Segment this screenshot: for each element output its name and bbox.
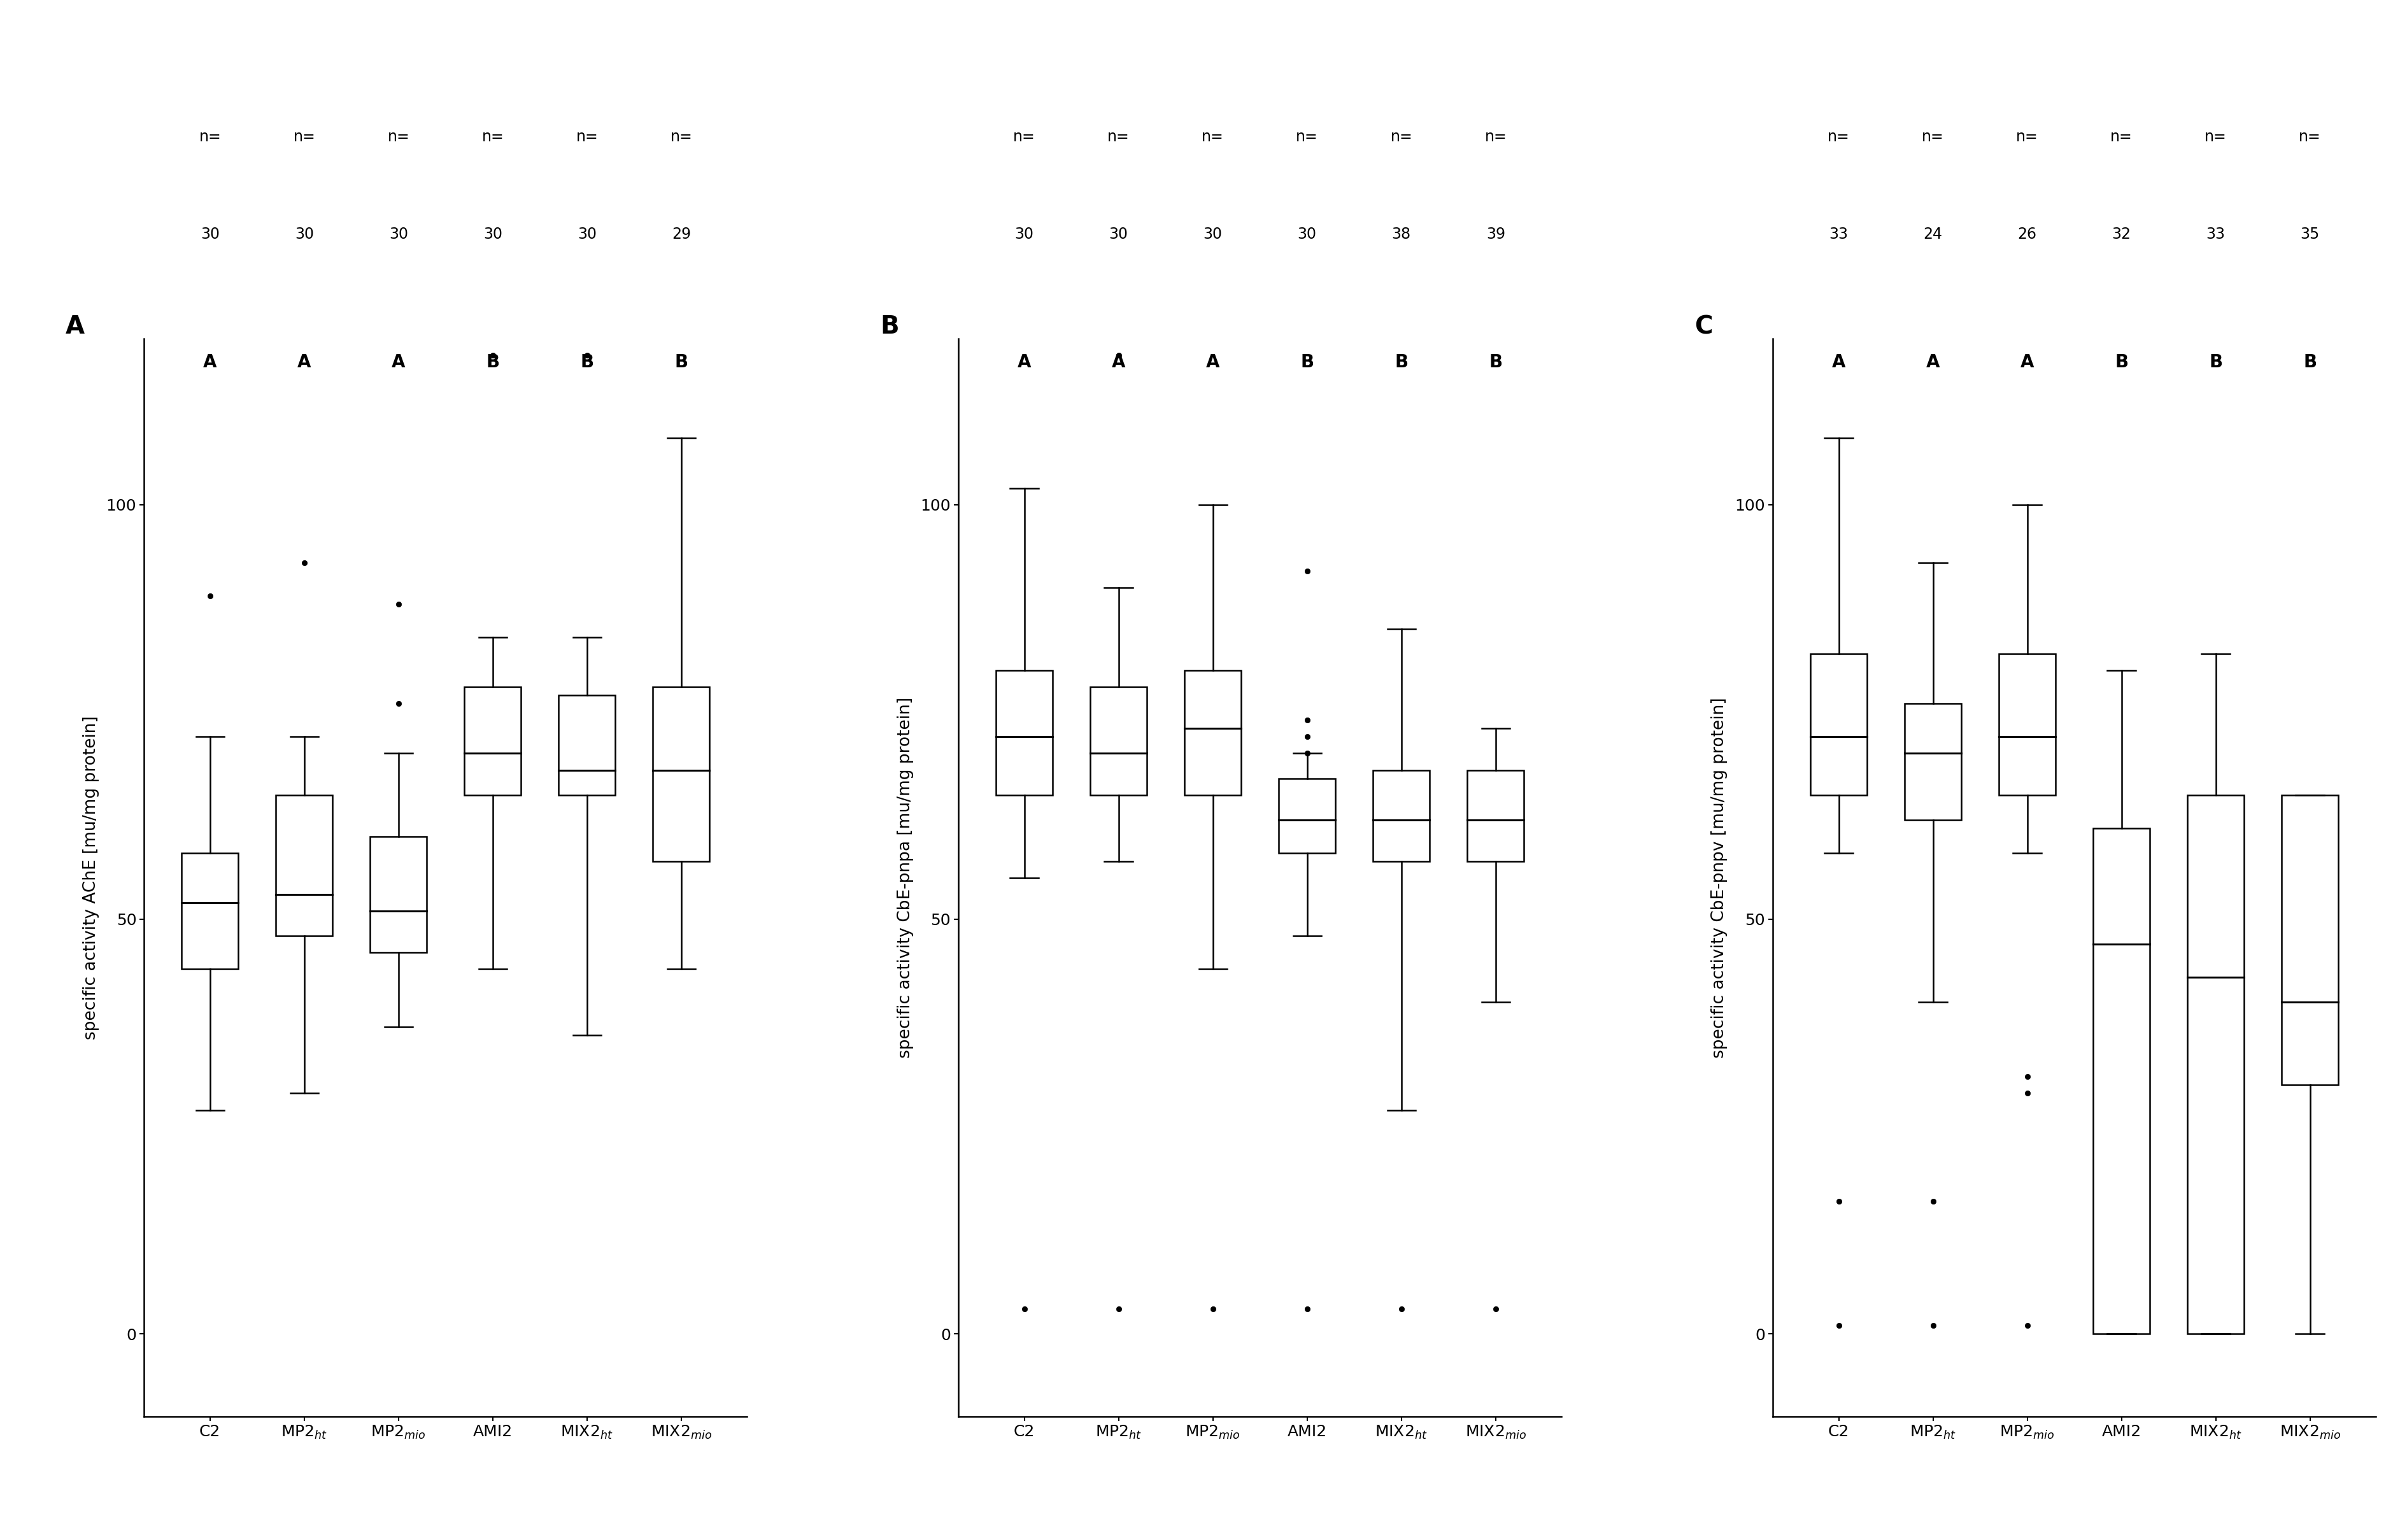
Text: A: A xyxy=(65,314,84,339)
Bar xyxy=(2186,795,2244,1334)
Bar xyxy=(466,687,521,795)
Y-axis label: specific activity CbE-pnpv [mu/mg protein]: specific activity CbE-pnpv [mu/mg protei… xyxy=(1711,698,1728,1058)
Bar xyxy=(1373,770,1430,861)
Bar xyxy=(1999,654,2054,795)
Text: B: B xyxy=(881,314,900,339)
Text: A: A xyxy=(1831,353,1846,371)
Bar xyxy=(1466,770,1524,861)
Text: A: A xyxy=(1018,353,1032,371)
Text: B: B xyxy=(1394,353,1409,371)
Y-axis label: specific activity AChE [mu/mg protein]: specific activity AChE [mu/mg protein] xyxy=(82,716,98,1040)
Text: A: A xyxy=(1207,353,1219,371)
Text: 30: 30 xyxy=(1202,226,1222,242)
Text: n=: n= xyxy=(1013,129,1034,145)
Text: n=: n= xyxy=(1829,129,1850,145)
Bar xyxy=(1906,704,1961,819)
Text: 26: 26 xyxy=(2018,226,2038,242)
Text: 33: 33 xyxy=(1829,226,1848,242)
Bar xyxy=(1279,778,1334,853)
Text: n=: n= xyxy=(293,129,314,145)
Text: A: A xyxy=(1111,353,1126,371)
Text: n=: n= xyxy=(482,129,504,145)
Text: n=: n= xyxy=(1202,129,1224,145)
Text: 30: 30 xyxy=(295,226,314,242)
Text: A: A xyxy=(1927,353,1939,371)
Text: n=: n= xyxy=(2110,129,2134,145)
Text: 38: 38 xyxy=(1392,226,1411,242)
Text: n=: n= xyxy=(2206,129,2227,145)
Text: 30: 30 xyxy=(578,226,598,242)
Text: n=: n= xyxy=(2016,129,2038,145)
Text: n=: n= xyxy=(1390,129,1414,145)
Bar xyxy=(2282,795,2338,1086)
Text: n=: n= xyxy=(1296,129,1318,145)
Text: 29: 29 xyxy=(672,226,691,242)
Text: B: B xyxy=(487,353,499,371)
Y-axis label: specific activity CbE-pnpa [mu/mg protein]: specific activity CbE-pnpa [mu/mg protei… xyxy=(898,698,914,1058)
Text: B: B xyxy=(2114,353,2129,371)
Text: 35: 35 xyxy=(2299,226,2321,242)
Text: 24: 24 xyxy=(1922,226,1942,242)
Bar xyxy=(1186,670,1241,795)
Text: 30: 30 xyxy=(1015,226,1034,242)
Text: B: B xyxy=(1301,353,1313,371)
Bar xyxy=(2093,829,2150,1334)
Bar xyxy=(276,795,334,936)
Bar xyxy=(653,687,710,861)
Text: 30: 30 xyxy=(1298,226,1318,242)
Text: 33: 33 xyxy=(2206,226,2225,242)
Text: n=: n= xyxy=(199,129,221,145)
Bar xyxy=(1810,654,1867,795)
Text: 32: 32 xyxy=(2112,226,2131,242)
Text: 30: 30 xyxy=(389,226,408,242)
Bar xyxy=(996,670,1054,795)
Text: n=: n= xyxy=(386,129,410,145)
Text: B: B xyxy=(674,353,689,371)
Text: A: A xyxy=(2021,353,2035,371)
Text: B: B xyxy=(1488,353,1502,371)
Text: 39: 39 xyxy=(1486,226,1505,242)
Text: n=: n= xyxy=(1106,129,1130,145)
Text: B: B xyxy=(2304,353,2316,371)
Text: A: A xyxy=(391,353,406,371)
Text: B: B xyxy=(2208,353,2222,371)
Text: n=: n= xyxy=(576,129,598,145)
Text: 30: 30 xyxy=(1109,226,1128,242)
Bar xyxy=(370,836,427,952)
Text: n=: n= xyxy=(2299,129,2321,145)
Text: n=: n= xyxy=(1922,129,1944,145)
Text: A: A xyxy=(298,353,312,371)
Text: B: B xyxy=(581,353,593,371)
Text: C: C xyxy=(1694,314,1714,339)
Bar xyxy=(182,853,238,969)
Text: n=: n= xyxy=(1486,129,1507,145)
Bar xyxy=(559,696,614,795)
Bar xyxy=(1090,687,1147,795)
Text: 30: 30 xyxy=(482,226,502,242)
Text: n=: n= xyxy=(670,129,691,145)
Text: A: A xyxy=(204,353,216,371)
Text: 30: 30 xyxy=(202,226,218,242)
